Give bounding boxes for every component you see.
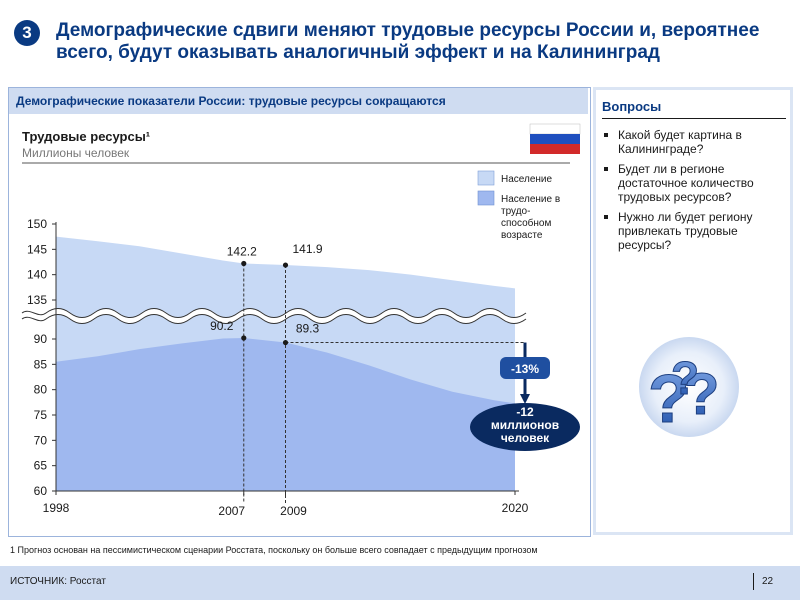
data-label: 89.3 [296, 322, 320, 336]
legend-label-working-age: Население в трудо- способном возрасте [501, 194, 563, 241]
page-separator [753, 573, 754, 590]
change-callout-label: человек [501, 431, 550, 445]
x-tick-label: 1998 [43, 501, 70, 515]
y-tick-label: 140 [27, 268, 47, 282]
data-label: 142.2 [227, 245, 257, 259]
change-callout [470, 403, 580, 451]
change-callout-label: -12 [516, 405, 534, 419]
question-marks-icon: ? ? ? [639, 337, 739, 438]
data-point [241, 260, 247, 267]
chart-panel-header [9, 88, 588, 114]
svg-text:?: ? [648, 361, 690, 437]
data-point [282, 339, 289, 346]
slide-title: Демографические сдвиги меняют трудовые р… [56, 20, 760, 63]
y-tick-label: 90 [34, 332, 48, 346]
questions-list: Какой будет картина в Калининграде? Буде… [602, 128, 784, 258]
y-tick-label: 60 [34, 484, 48, 498]
axis-break-line [21, 314, 527, 324]
question-item: Нужно ли будет региону привлекать трудов… [602, 210, 784, 252]
y-tick-label: 80 [34, 383, 48, 397]
y-tick-label: 70 [34, 433, 48, 447]
questions-panel-body [596, 90, 790, 532]
legend-swatch-working-age [477, 190, 495, 206]
chart-title: Трудовые ресурсы¹ [22, 129, 150, 144]
data-label: 141.9 [292, 242, 322, 256]
slide-number-badge: 3 [14, 20, 40, 46]
change-callout-label: миллионов [491, 418, 559, 432]
working-age-area [56, 337, 515, 491]
change-percent-badge [500, 357, 550, 379]
russia-flag-icon [529, 123, 581, 154]
y-tick-label: 150 [27, 217, 47, 231]
data-point [241, 335, 247, 341]
svg-text:?: ? [671, 352, 699, 404]
axis-break-gap [20, 308, 528, 324]
y-tick-label: 75 [34, 408, 48, 422]
x-tick-label: 2009 [280, 504, 307, 518]
chart-subtitle: Миллионы человек [22, 146, 130, 160]
change-percent-label: -13% [511, 362, 539, 376]
axis-break-line [21, 308, 527, 318]
y-tick-label: 135 [27, 293, 47, 307]
question-item: Какой будет картина в Калининграде? [602, 128, 784, 156]
svg-text:?: ? [684, 362, 719, 427]
question-item: Будет ли в регионе достаточное количеств… [602, 162, 784, 204]
y-tick-label: 65 [34, 459, 48, 473]
change-arrow-head [520, 394, 530, 404]
data-label: 90.2 [210, 319, 234, 333]
y-tick-label: 145 [27, 242, 47, 256]
source-text: ИСТОЧНИК: Росстат [10, 576, 106, 587]
chart-panel-title: Демографические показатели России: трудо… [16, 94, 446, 108]
legend-swatch-population [477, 170, 495, 186]
footer-bar [0, 566, 800, 600]
x-tick-label: 2020 [502, 501, 529, 515]
data-point [282, 262, 289, 268]
x-tick-label: 2007 [218, 504, 245, 518]
page-number: 22 [762, 576, 774, 587]
y-tick-label: 85 [34, 357, 48, 371]
legend-label-population: Население [501, 174, 553, 185]
questions-title: Вопросы [602, 99, 662, 114]
questions-divider [602, 118, 786, 119]
footnote: 1 Прогноз основан на пессимистическом сц… [10, 545, 538, 555]
